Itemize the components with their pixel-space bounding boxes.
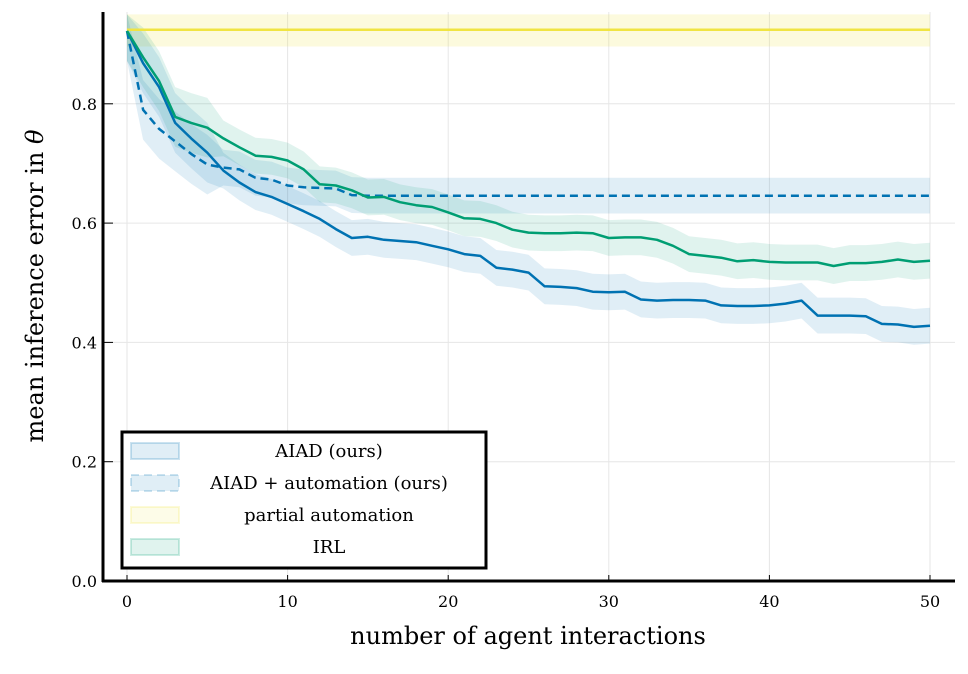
band-aiad-automation-ours: [127, 14, 930, 214]
series-lines: [125, 28, 931, 329]
x-tick-label: 20: [438, 592, 458, 611]
y-tick-label: 0.0: [72, 572, 97, 591]
legend-label: IRL: [313, 537, 346, 558]
x-tick-label: 50: [920, 592, 940, 611]
confidence-bands: [127, 14, 930, 345]
x-tick-label: 30: [599, 592, 619, 611]
legend-item: IRL: [130, 537, 346, 558]
line-aiad-ours: [125, 30, 931, 329]
ticks: 0 10 20 30 40 50 0.0 0.2 0.4 0.6 0.8: [72, 95, 941, 611]
theta-symbol: θ: [21, 129, 49, 144]
line-irl: [125, 30, 931, 268]
legend-label: AIAD (ours): [274, 441, 383, 462]
line-aiad-automation-ours: [125, 30, 930, 197]
y-axis-label: mean inference error in θ: [21, 129, 49, 442]
axes: [101, 12, 955, 583]
y-tick-label: 0.8: [72, 95, 97, 114]
band-irl: [127, 14, 930, 284]
legend-swatch: [130, 474, 180, 492]
legend-item: AIAD + automation (ours): [130, 473, 448, 494]
legend-item: partial automation: [130, 505, 414, 526]
legend-item: AIAD (ours): [130, 441, 383, 462]
y-tick-label: 0.6: [72, 214, 97, 233]
band-aiad-ours: [127, 14, 930, 345]
legend-swatch: [130, 442, 180, 460]
legend-label: partial automation: [244, 505, 414, 526]
y-tick-label: 0.2: [72, 453, 97, 472]
legend: AIAD (ours) AIAD + automation (ours) parti…: [120, 430, 488, 570]
x-axis-label: number of agent interactions: [350, 622, 706, 650]
x-tick-label: 0: [122, 592, 132, 611]
legend-swatch: [130, 538, 180, 556]
x-tick-label: 40: [759, 592, 779, 611]
x-tick-label: 10: [277, 592, 297, 611]
legend-label: AIAD + automation (ours): [209, 473, 448, 494]
legend-box: [120, 430, 488, 570]
y-tick-label: 0.4: [72, 333, 97, 352]
legend-swatch: [130, 506, 180, 524]
